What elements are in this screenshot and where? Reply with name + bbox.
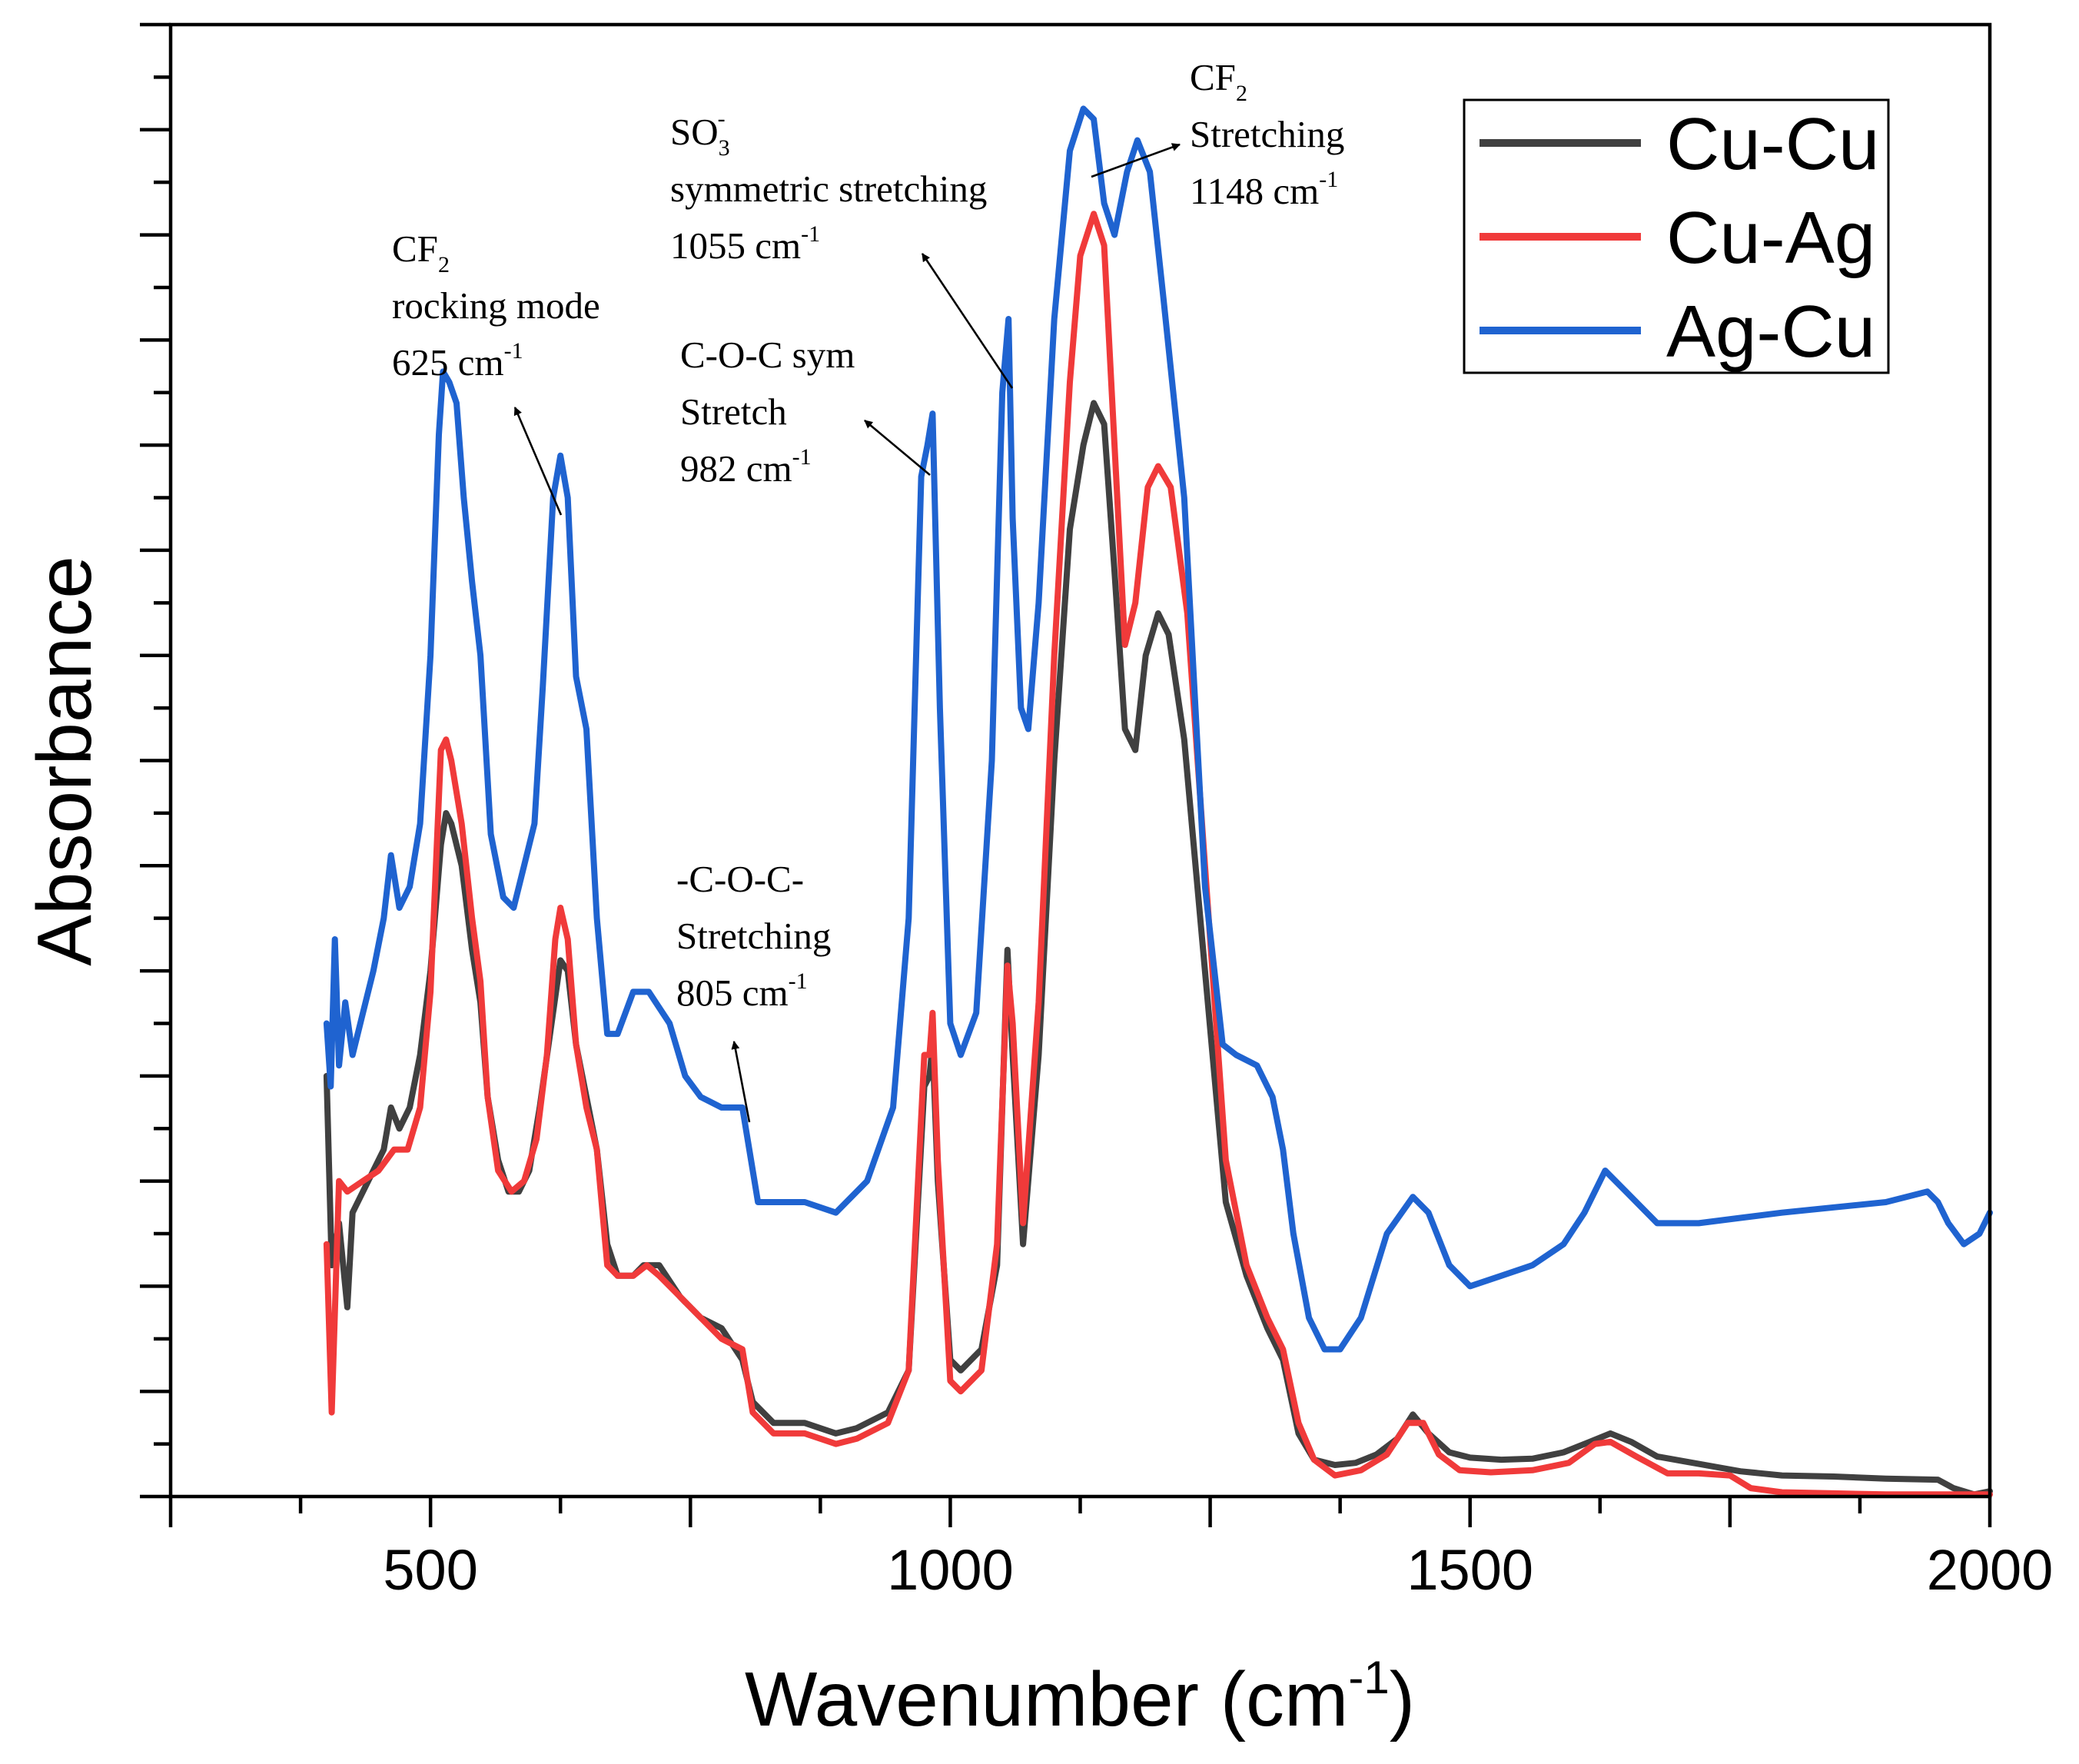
annotation-line: SO3- — [670, 106, 730, 161]
annotation-arrow — [513, 406, 563, 516]
annotation-arrow — [1091, 143, 1181, 178]
annotation-line: rocking mode — [392, 284, 600, 327]
x-tick-labels: 500 1000 1500 2000 — [383, 1538, 2053, 1602]
x-axis-title: Wavenumber (cm-1) — [745, 1652, 1415, 1742]
annotation-line: 1148 cm-1 — [1190, 167, 1338, 212]
legend-label-cu-cu: Cu-Cu — [1666, 103, 1879, 185]
annotation: -C-O-C- Stretching 805 cm-1 — [676, 858, 831, 1123]
plot-frame — [168, 22, 1992, 1499]
annotation-arrow — [731, 1040, 751, 1123]
series-line-cu-cu — [323, 400, 1993, 1498]
annotation-line: 805 cm-1 — [676, 968, 808, 1014]
annotation-line: CF2 — [392, 228, 450, 277]
annotation-line: symmetric stretching — [670, 168, 987, 210]
x-tick-label: 2000 — [1927, 1538, 2054, 1602]
legend-label-ag-cu: Ag-Cu — [1666, 291, 1875, 373]
annotation: C-O-C sym Stretch 982 cm-1 — [680, 334, 931, 490]
annotation-line: Stretching — [676, 915, 831, 957]
series-layer — [323, 105, 1993, 1498]
annotation-line: 1055 cm-1 — [670, 221, 820, 267]
annotation-line: Stretch — [680, 390, 787, 433]
annotation-line: 982 cm-1 — [680, 444, 812, 490]
annotation-line: 625 cm-1 — [392, 338, 523, 384]
annotation: CF2 rocking mode 625 cm-1 — [392, 228, 600, 516]
legend-label-cu-ag: Cu-Ag — [1666, 197, 1875, 279]
annotation: CF2 Stretching 1148 cm-1 — [1091, 56, 1344, 212]
annotation-line: -C-O-C- — [676, 858, 804, 900]
legend: Cu-Cu Cu-Ag Ag-Cu — [1463, 98, 1890, 374]
y-axis-title: Absorbance — [22, 556, 108, 966]
annotation-line: Stretching — [1190, 113, 1344, 155]
x-tick-label: 1000 — [887, 1538, 1014, 1602]
annotation-arrow — [921, 253, 1014, 389]
series-line-ag-cu — [323, 105, 1993, 1353]
peak-annotations: CF2 rocking mode 625 cm-1 SO3- symmetric str… — [392, 56, 1344, 1123]
annotation: SO3- symmetric stretching 1055 cm-1 — [670, 106, 1014, 389]
x-tick-label: 500 — [383, 1538, 477, 1602]
axis-ticks — [140, 22, 1992, 1527]
series-line-cu-ag — [323, 211, 1993, 1498]
annotation-line: C-O-C sym — [680, 334, 855, 376]
x-tick-label: 1500 — [1406, 1538, 1533, 1602]
annotation-arrow — [864, 420, 931, 476]
annotation-line: CF2 — [1190, 56, 1247, 106]
